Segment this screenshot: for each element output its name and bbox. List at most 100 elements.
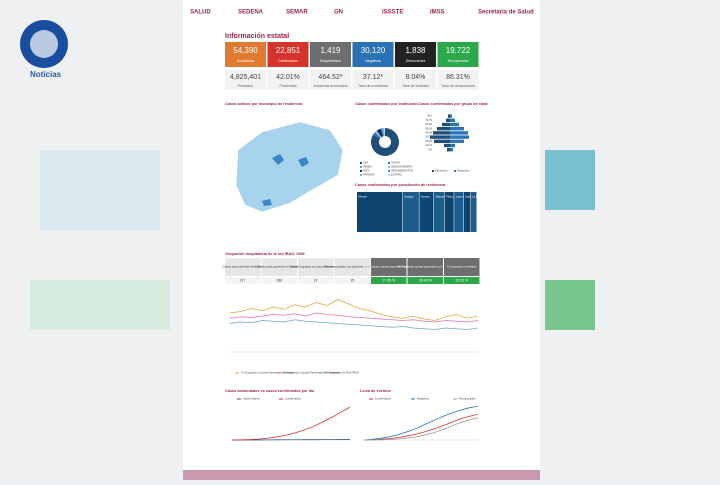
age-bar [437,127,450,130]
stat-value: 30,120 [361,46,386,55]
logo: SEMAR [286,10,308,16]
legend-swatch [432,170,434,172]
age-bar [450,123,459,126]
table-header-text: % Ocupación ventilador [447,265,477,269]
stat-label: Recuperados [448,59,469,63]
rate-label: Tasa de recuperación [441,84,475,88]
stat-label: Negativos [365,59,381,63]
page-title: Información estatal [225,33,289,40]
table-value: 21 [314,279,318,283]
age-label: 20-29 [425,139,432,143]
stat-value: 19,722 [446,46,471,55]
table-value: 30.43 % [419,279,432,283]
treemap-label: Zamora [421,196,430,199]
rate-value: 86.31% [446,74,470,81]
table-value: 17.95 % [382,279,395,283]
stat-label: Sospechosos [320,59,341,63]
section-title: Casos confirmados por jurisdicción de re… [355,183,446,187]
age-bar [434,140,450,143]
legend-swatch [360,166,362,168]
legend-label: IMSS-BIENESTAR [391,169,413,173]
age-bar [448,114,450,117]
brand-name: Noticias [30,70,62,79]
age-bar [446,119,450,122]
table-value: 286 [276,279,282,283]
logo: ISSSTE [382,10,403,16]
age-bar [450,131,468,134]
stat-value: 1,419 [320,46,341,55]
legend-label: ISSSTE [391,161,400,165]
legend-swatch [454,170,456,172]
age-label: 70-79 [425,118,432,122]
legend-label: % Ocupación de Red IRAG [325,371,359,375]
logo: Secretaría de Salud [478,10,534,16]
rate-label: Población [238,84,253,88]
rate-label: Tasa de letalidad [402,84,428,88]
legend-label: PEMEX [363,165,372,169]
age-label: 10-19 [425,143,432,147]
legend-label: Femenino [435,169,448,173]
rate-value: 4,825,401 [230,74,261,81]
blur-block [40,150,160,230]
section-title: Casos acumulados vs casos confirmados po… [225,389,315,393]
table-value: 117 [240,279,246,283]
age-bar [433,131,450,134]
age-bar [450,127,464,130]
legend-swatch [360,162,362,164]
legend-label: SSA [363,161,368,165]
logo: GN [334,10,343,16]
stat-value: 1,838 [405,46,426,55]
age-bar [442,123,450,126]
legend-swatch [388,170,390,172]
legend-swatch [360,170,362,172]
legend-swatch [388,162,390,164]
legend-label: Confirmados [375,397,391,401]
logo: IMSS [430,10,445,16]
rate-value: 8.04% [406,74,426,81]
legend-label: Recuperados [459,397,476,401]
legend-swatch [360,174,362,176]
rate-label: Incidencia acumulada [314,84,348,88]
rate-label: Positividad [280,84,297,88]
treemap-label: Morelia [359,196,368,199]
stat-label: Estudiados [237,59,255,63]
rate-value: 37.12* [363,74,384,81]
table-value: 15 [350,279,354,283]
blur-block [545,150,595,210]
legend-swatch [388,174,390,176]
age-label: 50-59 [425,126,432,130]
legend-label: Casos diarios [243,397,261,401]
legend-label: PRIVADA [363,173,374,177]
legend-label: IMSS [363,169,370,173]
section-title: Casos activos por municipio de residenci… [225,102,303,106]
legend-label: Masculino [457,169,470,173]
treemap-label: Uruapan [404,196,414,199]
age-bar [450,119,455,122]
section-title: Ocupación hospitalaria de la red IRAG, S… [225,252,305,256]
age-bar [450,144,455,147]
age-bar [450,148,453,151]
legend-label: SEDENA/SEMAR [391,165,412,169]
age-bar [444,144,450,147]
age-label: 60-69 [425,122,432,126]
stat-value: 54,390 [233,46,258,55]
age-label: 80+ [428,114,433,118]
age-bar [430,135,450,138]
legend-label: ESTATAL [391,173,403,177]
logo: SEDENA [238,10,264,16]
stat-value: 22,851 [276,46,301,55]
stat-label: Confirmados [278,59,298,63]
section-title: Casos confirmados por institución [355,102,418,106]
blur-block [30,280,170,330]
treemap-label: La Piedad [473,196,485,199]
brand-logo [30,30,58,58]
table-value: 32.22 % [455,279,468,283]
legend-label: Negativos [417,397,430,401]
logo: SALUD [190,10,211,16]
section-title: Casos confirmados por grupo de edad [418,102,488,106]
age-bar [450,140,464,143]
stat-label: Defunciones [406,59,426,63]
rate-label: Tasa de mortalidad [358,84,388,88]
footer-band [183,470,540,480]
